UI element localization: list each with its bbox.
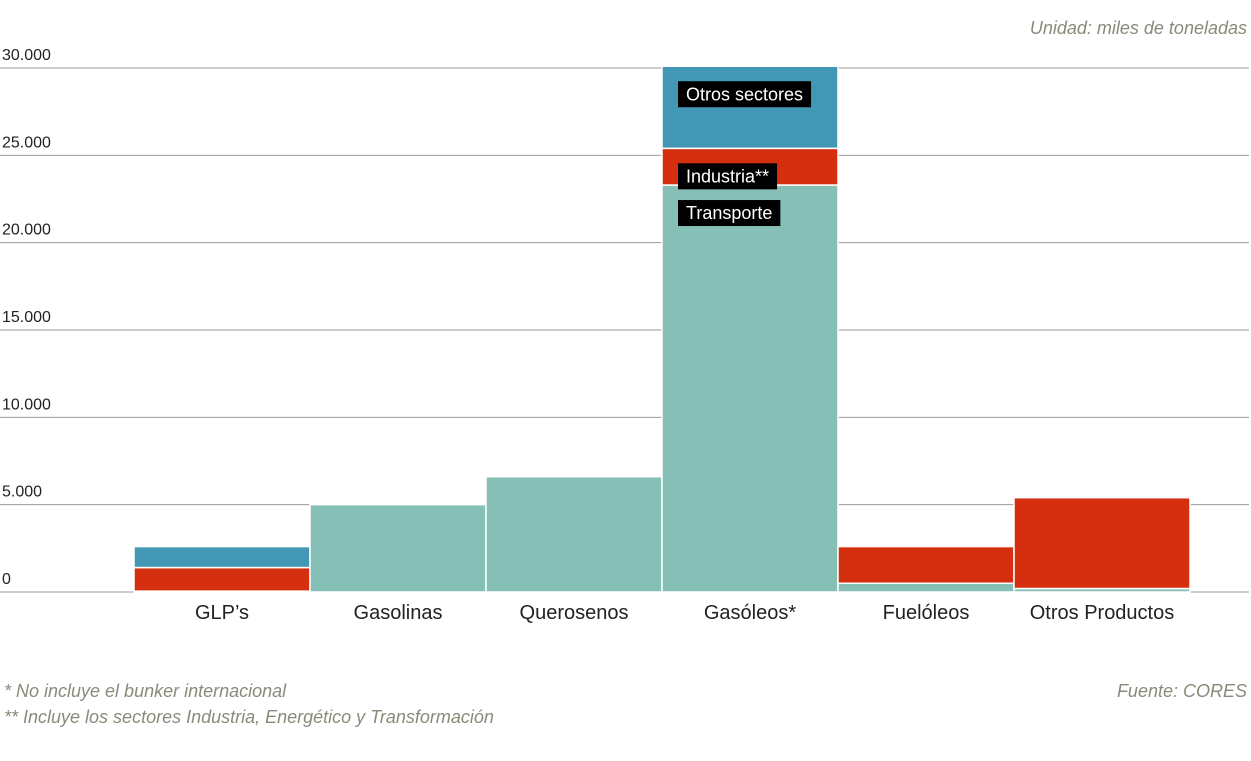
segment-label-industria: Industria**: [686, 166, 769, 186]
x-tick-label-4: Fuelóleos: [883, 602, 970, 624]
x-tick-label-2: Querosenos: [520, 602, 629, 624]
bar-otros-3: [661, 65, 839, 150]
source-note: Fuente: CORES: [1116, 681, 1247, 701]
x-tick-label-0: GLP’s: [195, 602, 249, 624]
x-tick-label-1: Gasolinas: [354, 602, 443, 624]
bar-transporte-3: [661, 184, 839, 593]
bar-transporte-1: [309, 503, 487, 593]
unit-note: Unidad: miles de toneladas: [1029, 18, 1247, 38]
bar-otros-0: [133, 545, 311, 569]
y-tick-label-10000: 10.000: [2, 396, 51, 413]
x-tick-label-3: Gasóleos*: [704, 602, 796, 624]
y-tick-label-25000: 25.000: [2, 134, 51, 151]
footnote-bunker: * No incluye el bunker internacional: [4, 681, 287, 701]
bar-industria-5: [1013, 496, 1191, 590]
bar-transporte-2: [485, 475, 663, 593]
bars: [133, 65, 1191, 593]
x-tick-label-5: Otros Productos: [1030, 602, 1175, 624]
bar-transporte-4: [837, 582, 1015, 593]
y-tick-label-15000: 15.000: [2, 309, 51, 326]
bar-industria-4: [837, 545, 1015, 585]
segment-label-otros: Otros sectores: [686, 84, 803, 104]
y-tick-label-20000: 20.000: [2, 222, 51, 239]
bar-industria-0: [133, 566, 311, 592]
footnote-sectors: ** Incluye los sectores Industria, Energ…: [4, 707, 494, 727]
y-tick-label-5000: 5.000: [2, 484, 42, 501]
y-tick-label-0: 0: [2, 571, 11, 588]
segment-label-bg-otros: [678, 81, 812, 108]
segment-label-bg-transporte: [678, 200, 781, 227]
y-axis-ticks: 0 5.000 10.000 15.000 20.000 25.000 30.000: [2, 47, 51, 588]
x-axis-ticks: GLP’s Gasolinas Querosenos Gasóleos* Fuelóle…: [195, 602, 1174, 624]
segment-labels: Otros sectores Industria** Transporte: [678, 81, 812, 227]
segment-label-transporte: Transporte: [686, 203, 772, 223]
segment-label-bg-industria: [678, 163, 778, 190]
y-tick-label-30000: 30.000: [2, 47, 51, 64]
